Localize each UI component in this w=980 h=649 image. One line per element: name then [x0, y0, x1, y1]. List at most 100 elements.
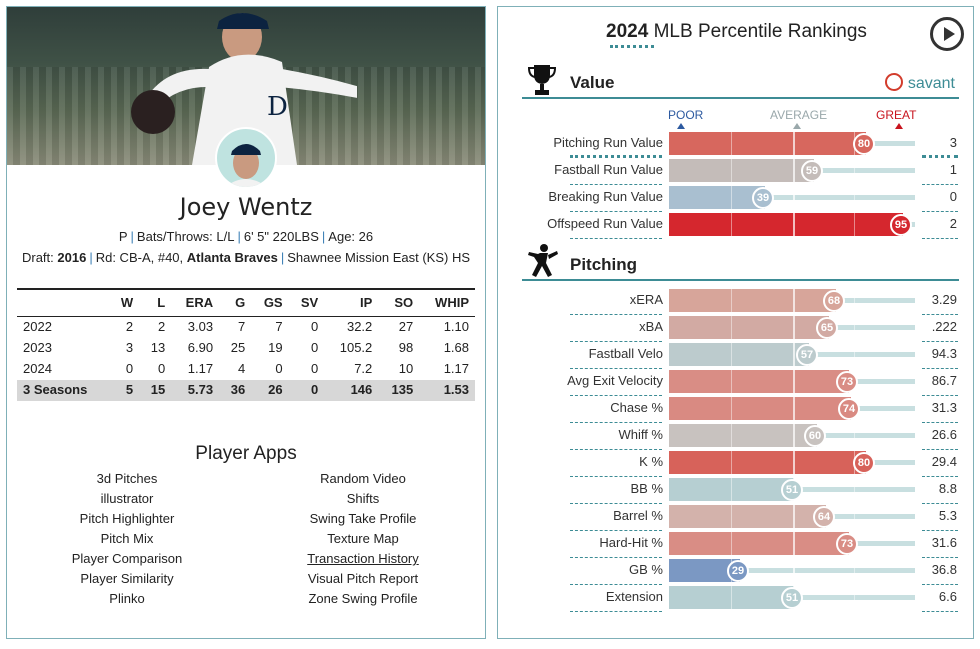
player-app-link[interactable]: Pitch Highlighter [79, 511, 175, 526]
percentile-bar [669, 505, 826, 528]
player-app-link[interactable]: Random Video [320, 471, 406, 486]
player-app-link[interactable]: Transaction History [307, 551, 419, 566]
metric-value: 3 [949, 135, 957, 150]
metric-label[interactable]: K % [639, 454, 663, 469]
quartile-line [854, 424, 855, 447]
row-divider [570, 395, 662, 396]
scale-great-label: GREAT [876, 108, 917, 122]
metric-label[interactable]: Whiff % [618, 427, 663, 442]
player-app-link[interactable]: Zone Swing Profile [308, 591, 418, 606]
metric-value: 6.6 [938, 589, 957, 604]
stat-cell: 7.2 [354, 361, 373, 376]
player-app-link[interactable]: Player Similarity [80, 571, 174, 586]
play-button[interactable] [930, 17, 964, 51]
stat-cell: 13 [150, 340, 166, 355]
percentile-bar [669, 424, 817, 447]
quartile-line [731, 289, 732, 312]
metric-label[interactable]: xBA [639, 319, 663, 334]
percentile-bar [669, 186, 765, 209]
player-action-photo: D [7, 7, 485, 165]
player-app-link[interactable]: 3d Pitches [96, 471, 158, 486]
player-app-link[interactable]: Texture Map [327, 531, 399, 546]
quartile-line [854, 159, 855, 182]
season-cell: 2023 [23, 340, 52, 355]
metric-label[interactable]: Chase % [610, 400, 663, 415]
percentile-circle: 74 [838, 398, 860, 420]
stat-cell: 1.17 [187, 361, 214, 376]
average-line [793, 343, 795, 366]
quartile-line [854, 343, 855, 366]
percentile-circle: 68 [823, 290, 845, 312]
row-divider [922, 503, 958, 504]
metric-label[interactable]: Fastball Velo [588, 346, 663, 361]
player-app-link[interactable]: Swing Take Profile [309, 511, 417, 526]
average-line [793, 132, 795, 155]
player-app-link[interactable]: Shifts [346, 491, 380, 506]
row-divider [922, 368, 958, 369]
great-marker [895, 123, 903, 129]
metric-row: Avg Exit Velocity 73 86.7 [498, 368, 975, 396]
row-divider [570, 422, 662, 423]
player-app-link[interactable]: Player Comparison [71, 551, 183, 566]
metric-label[interactable]: GB % [629, 562, 663, 577]
row-divider [922, 211, 958, 212]
metric-label[interactable]: Offspeed Run Value [547, 216, 663, 231]
metric-label[interactable]: Barrel % [613, 508, 663, 523]
quartile-line [854, 186, 855, 209]
percentile-bar [669, 159, 814, 182]
total-stat-cell: 5 [109, 379, 140, 401]
row-divider [570, 611, 662, 612]
stat-cell: 1.68 [443, 340, 469, 355]
metric-label[interactable]: Pitching Run Value [553, 135, 663, 150]
average-line [793, 213, 795, 236]
stat-cell: 0 [310, 361, 319, 376]
row-divider [570, 503, 662, 504]
average-line [793, 186, 795, 209]
stat-cell: 2 [125, 319, 134, 335]
metric-label[interactable]: Fastball Run Value [554, 162, 663, 177]
player-app-link[interactable]: Pitch Mix [100, 531, 154, 546]
row-divider [922, 476, 958, 477]
percentile-circle: 80 [853, 452, 875, 474]
row-divider [922, 557, 958, 558]
percentile-circle: 39 [752, 187, 774, 209]
trophy-icon [527, 65, 557, 95]
stat-cell: 1.10 [443, 319, 469, 335]
metric-label[interactable]: xERA [629, 292, 663, 307]
player-app-link[interactable]: illustrator [100, 491, 154, 506]
quartile-line [731, 586, 732, 609]
quartile-line [731, 451, 732, 474]
average-line [793, 316, 795, 339]
savant-logo[interactable]: savant [884, 73, 955, 93]
metric-row: Chase % 74 31.3 [498, 395, 975, 423]
baseball-icon [884, 73, 903, 91]
row-divider [922, 238, 958, 239]
percentile-circle: 65 [816, 317, 838, 339]
row-divider [922, 611, 958, 612]
season-cell: 2024 [23, 361, 52, 376]
metric-label[interactable]: Hard-Hit % [599, 535, 663, 550]
metric-label[interactable]: BB % [630, 481, 663, 496]
stat-cell: 105.2 [339, 340, 373, 355]
total-stat-cell: 146 [324, 379, 379, 401]
player-apps-right-column: Random Video Shifts Swing Take Profile Text… [263, 469, 463, 609]
player-apps-left-column: 3d Pitches illustrator Pitch Highlighter Pi… [27, 469, 227, 609]
row-divider [922, 184, 958, 185]
row-divider [922, 449, 958, 450]
average-line [793, 159, 795, 182]
average-line [793, 532, 795, 555]
metric-label[interactable]: Breaking Run Value [548, 189, 663, 204]
metric-label[interactable]: Avg Exit Velocity [567, 373, 663, 388]
percentile-circle: 60 [804, 425, 826, 447]
metric-value: 31.3 [931, 400, 957, 415]
percentile-circle: 51 [781, 479, 803, 501]
rankings-title: 2024 MLB Percentile Rankings [606, 21, 867, 42]
stat-cell: 98 [398, 340, 414, 355]
metric-label[interactable]: Extension [605, 589, 663, 604]
player-app-link[interactable]: Plinko [109, 591, 145, 606]
career-stats-table: W L ERA G GS SV IP SO WHIP 2022 2 2 3.03 7 7 0… [17, 288, 475, 401]
percentile-bar [669, 397, 851, 420]
quartile-line [731, 505, 732, 528]
metric-row: Extension 51 6.6 [498, 584, 975, 612]
player-app-link[interactable]: Visual Pitch Report [307, 571, 419, 586]
